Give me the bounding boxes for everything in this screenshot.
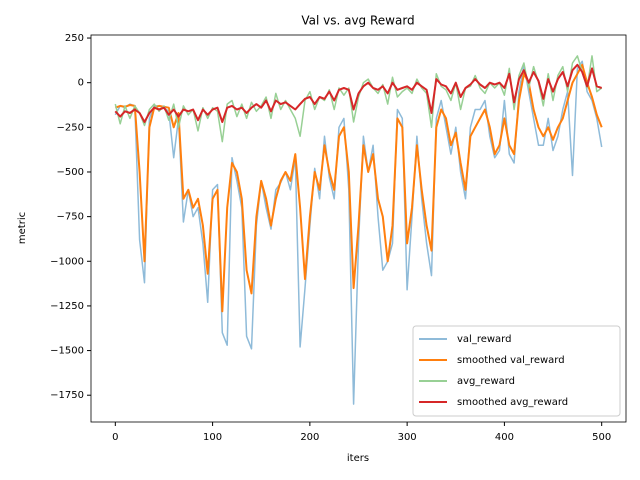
x-tick-label: 200 <box>300 432 319 443</box>
series-line <box>114 55 603 143</box>
y-tick-label: 250 <box>65 33 84 44</box>
x-tick-label: 500 <box>592 432 611 443</box>
y-tick-label: 0 <box>78 78 84 89</box>
x-tick-label: 300 <box>398 432 417 443</box>
legend-box <box>412 325 621 417</box>
y-tick-label: −1500 <box>50 346 84 357</box>
y-tick-label: −250 <box>57 122 84 133</box>
y-axis-label: metric <box>17 212 28 244</box>
series-line <box>114 63 603 313</box>
legend-label: avg_reward <box>457 376 515 387</box>
plot-frame <box>90 34 627 423</box>
y-tick-label: −1000 <box>50 256 84 267</box>
x-tick-label: 400 <box>495 432 514 443</box>
series-line <box>114 63 603 123</box>
series-line <box>114 60 603 405</box>
x-tick-label: 0 <box>112 432 118 443</box>
y-tick-label: −500 <box>57 167 84 178</box>
legend-label: smoothed avg_reward <box>457 397 568 408</box>
y-tick-label: −750 <box>57 212 84 223</box>
x-axis-label: iters <box>347 453 369 464</box>
legend-label: val_reward <box>457 334 511 345</box>
y-tick-label: −1250 <box>50 301 84 312</box>
legend-label: smoothed val_reward <box>457 355 565 366</box>
chart-title: Val vs. avg Reward <box>301 14 414 28</box>
x-tick-label: 100 <box>203 432 222 443</box>
y-tick-label: −1750 <box>50 390 84 401</box>
